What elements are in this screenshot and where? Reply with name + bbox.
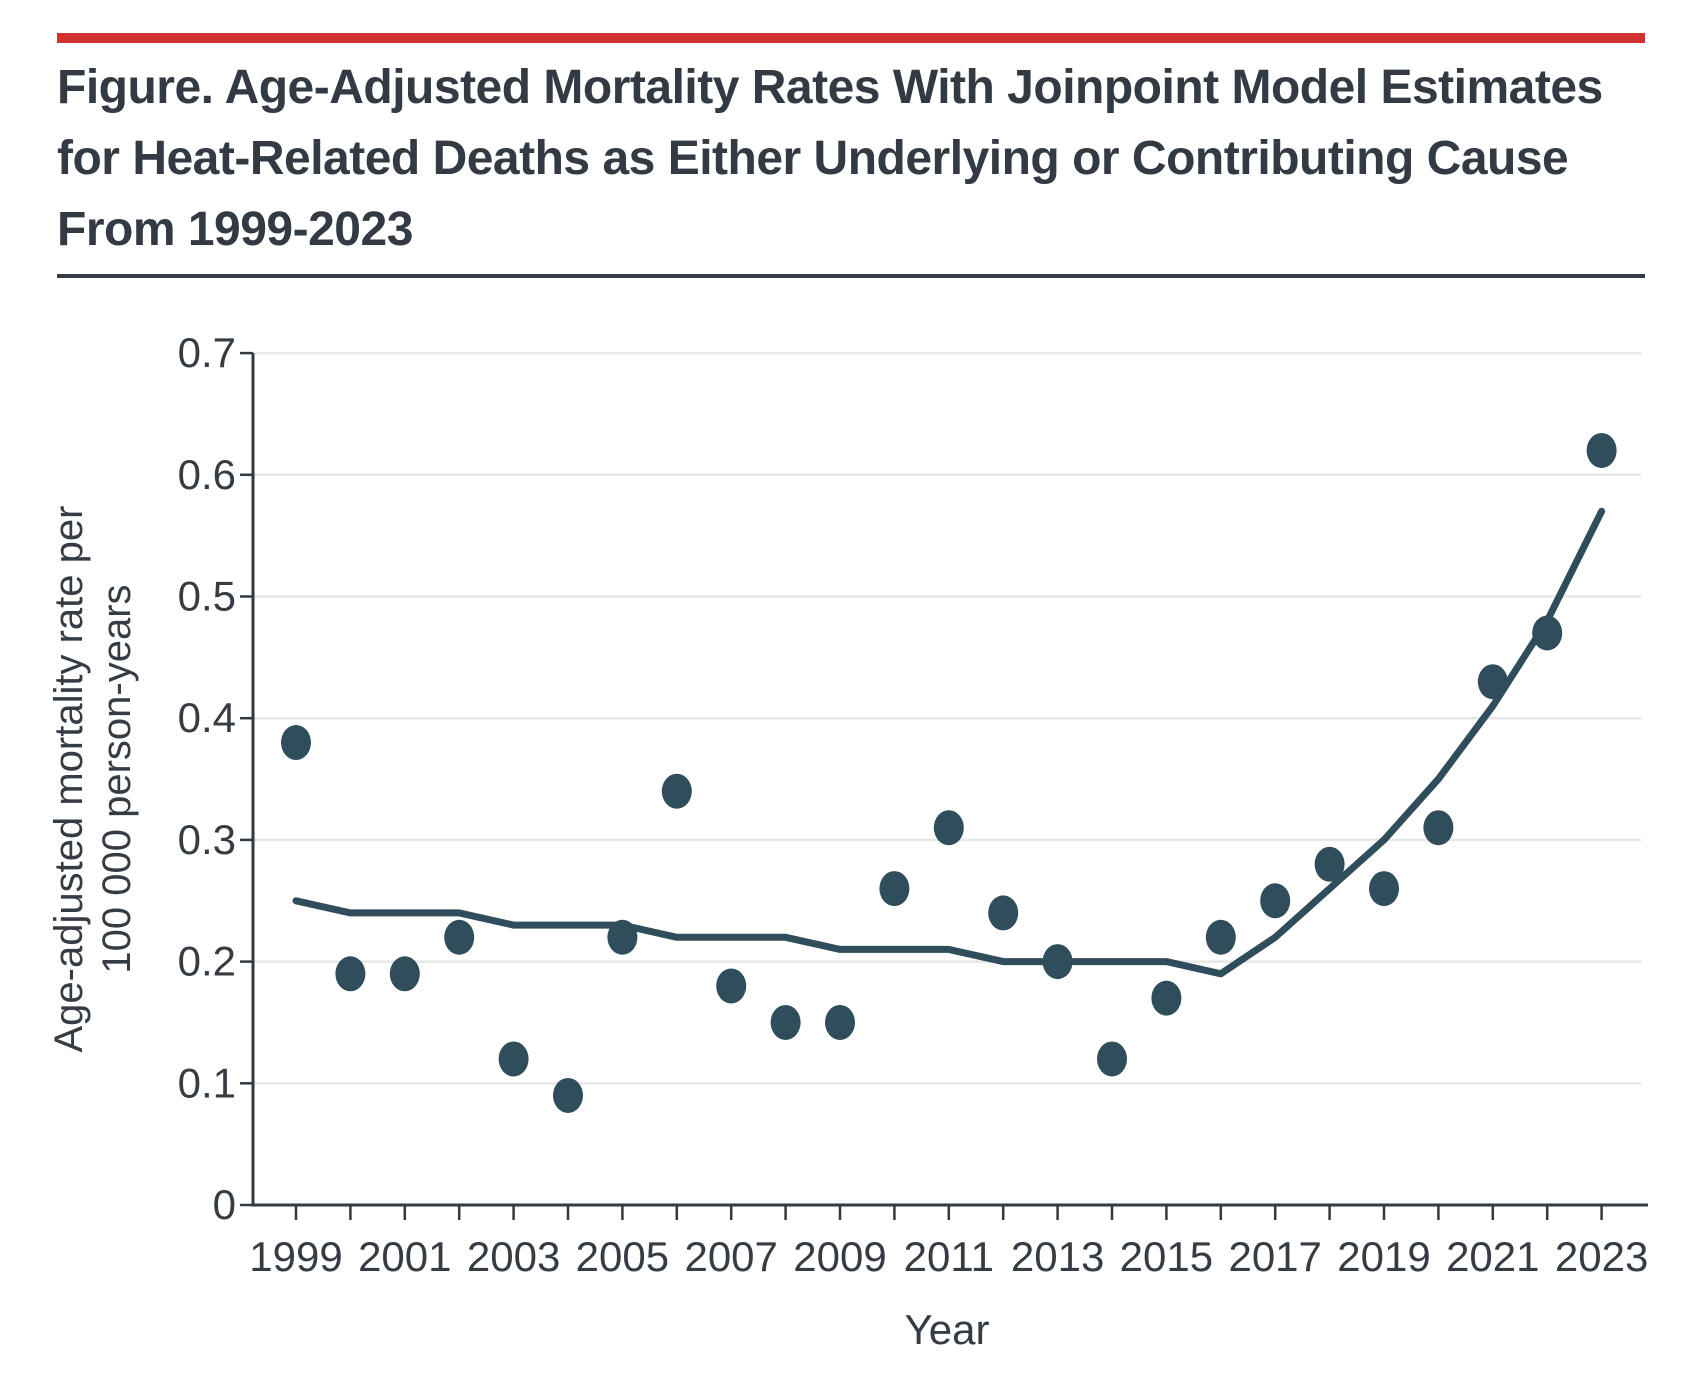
figure-title-line-3: From 1999-2023 xyxy=(57,203,413,256)
joinpoint-scatter-chart: 0 0.1 0.2 0.3 0.4 0.5 0.6 0.7 1999 2001 2003 2005 20… xyxy=(47,329,1648,1353)
data-point-2001 xyxy=(389,956,420,992)
y-tick-label-0.7: 0.7 xyxy=(178,329,236,376)
y-tick-label-0.6: 0.6 xyxy=(178,451,236,498)
data-point-2018 xyxy=(1314,846,1345,882)
data-point-2023 xyxy=(1586,432,1617,468)
x-tick-label-2019: 2019 xyxy=(1337,1233,1430,1280)
axis-labels: 0 0.1 0.2 0.3 0.4 0.5 0.6 0.7 1999 2001 2003 2005 20… xyxy=(47,329,1648,1353)
axes xyxy=(240,351,1648,1220)
x-tick-label-2005: 2005 xyxy=(576,1233,669,1280)
data-point-2017 xyxy=(1260,883,1291,919)
data-point-2009 xyxy=(825,1004,855,1040)
data-point-1999 xyxy=(281,725,311,761)
data-point-2002 xyxy=(444,919,475,955)
figure-title-line-1: Figure. Age-Adjusted Mortality Rates Wit… xyxy=(57,61,1603,114)
data-point-2019 xyxy=(1369,871,1399,907)
y-tick-label-0.1: 0.1 xyxy=(178,1059,236,1106)
x-tick-label-2013: 2013 xyxy=(1011,1233,1104,1280)
data-point-2014 xyxy=(1097,1041,1127,1077)
gridlines xyxy=(253,351,1641,1085)
x-axis-title: Year xyxy=(905,1306,990,1353)
figure-title: Figure. Age-Adjusted Mortality Rates Wit… xyxy=(57,52,1657,265)
y-tick-label-0.5: 0.5 xyxy=(178,573,236,620)
data-point-2003 xyxy=(498,1041,529,1077)
data-point-2015 xyxy=(1151,980,1182,1016)
data-point-2013 xyxy=(1042,944,1073,980)
x-tick-label-2023: 2023 xyxy=(1555,1233,1648,1280)
figure-title-line-2: for Heat-Related Deaths as Either Underl… xyxy=(57,132,1569,185)
data-point-2020 xyxy=(1423,810,1454,846)
data-point-2022 xyxy=(1532,615,1563,651)
red-accent-bar xyxy=(57,33,1645,43)
data-point-2012 xyxy=(988,895,1019,931)
title-divider-rule xyxy=(57,274,1645,278)
y-tick-label-0: 0 xyxy=(213,1181,236,1228)
x-tick-label-2021: 2021 xyxy=(1446,1233,1539,1280)
joinpoint-model-line xyxy=(292,507,1606,978)
data-point-2021 xyxy=(1477,664,1508,700)
x-tick-label-2003: 2003 xyxy=(467,1233,560,1280)
data-point-2016 xyxy=(1205,919,1236,955)
data-point-2008 xyxy=(770,1004,801,1040)
y-tick-label-0.4: 0.4 xyxy=(178,694,236,741)
y-axis-title-line-1: Age-adjusted mortality rate per xyxy=(47,506,91,1053)
x-tick-label-2011: 2011 xyxy=(904,1233,994,1280)
data-point-2000 xyxy=(335,956,366,992)
x-tick-label-2009: 2009 xyxy=(793,1233,886,1280)
scatter-points xyxy=(281,432,1617,1113)
data-point-2010 xyxy=(879,871,910,907)
y-tick-label-0.2: 0.2 xyxy=(178,938,236,985)
x-tick-label-2001: 2001 xyxy=(358,1233,451,1280)
joinpoint-line-path xyxy=(292,507,1606,978)
data-point-2004 xyxy=(553,1077,583,1113)
data-point-2011 xyxy=(933,810,964,846)
y-axis-title-line-2: 100 000 person-years xyxy=(95,584,139,973)
x-tick-label-1999: 1999 xyxy=(249,1233,342,1280)
data-point-2005 xyxy=(607,919,638,955)
y-tick-label-0.3: 0.3 xyxy=(178,816,236,863)
x-tick-label-2015: 2015 xyxy=(1120,1233,1213,1280)
data-point-2006 xyxy=(661,773,692,809)
x-tick-label-2017: 2017 xyxy=(1228,1233,1321,1280)
x-tick-label-2007: 2007 xyxy=(684,1233,777,1280)
data-point-2007 xyxy=(716,968,747,1004)
